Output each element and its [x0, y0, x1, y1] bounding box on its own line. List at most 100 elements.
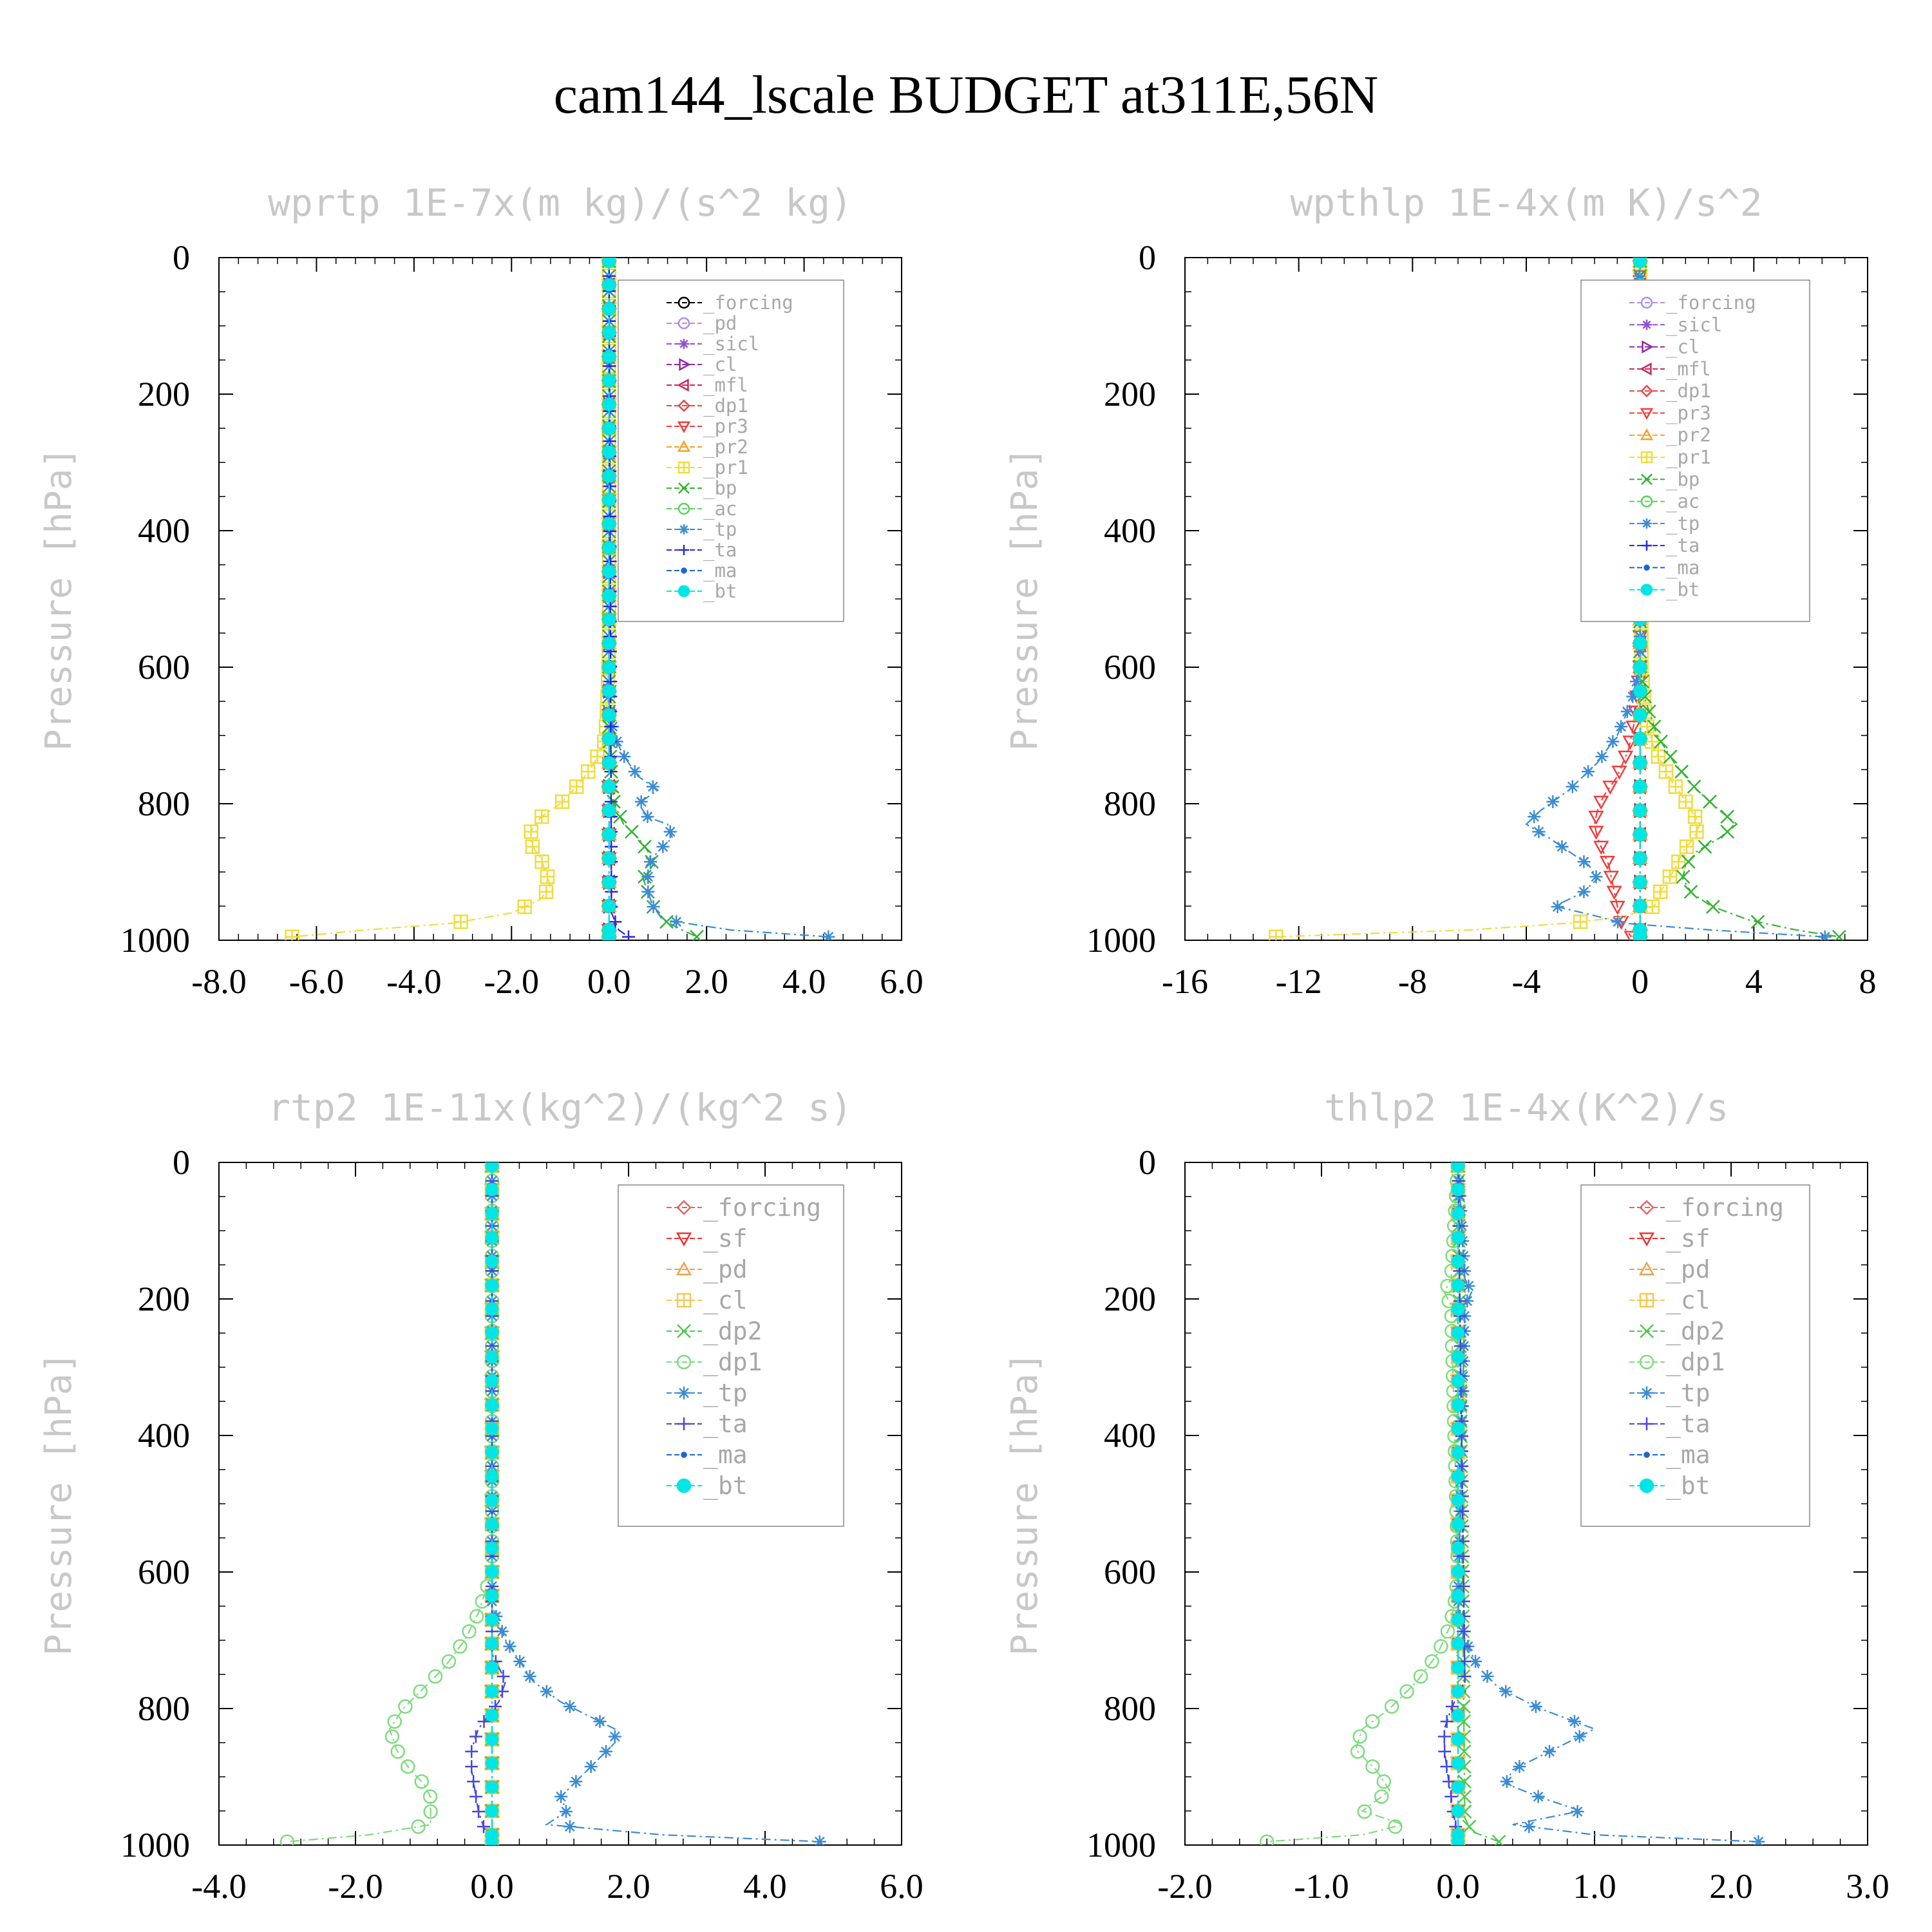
data-point: [634, 795, 648, 808]
data-point: [485, 1302, 499, 1316]
series-bt: [485, 1162, 499, 1845]
data-point: [1456, 1504, 1470, 1518]
x-tick-label: -16: [1162, 962, 1208, 1001]
legend-marker: [1640, 1324, 1654, 1338]
data-point: [428, 1669, 443, 1684]
data-point: [602, 780, 616, 793]
data-point: [485, 1637, 499, 1651]
data-point: [1451, 1709, 1465, 1722]
data-point: [1593, 840, 1609, 855]
data-point: [503, 1640, 516, 1653]
data-point: [1626, 690, 1640, 703]
data-point: [1451, 1637, 1465, 1651]
data-point: [563, 1820, 576, 1833]
data-point: [602, 541, 616, 554]
legend-marker: [1639, 1478, 1654, 1493]
y-tick-label: 1000: [120, 921, 190, 960]
legend-label: _ma: [1666, 1441, 1710, 1470]
data-point: [602, 732, 616, 746]
data-point: [469, 1609, 484, 1624]
legend-marker: [677, 502, 690, 515]
data-point: [401, 1759, 415, 1774]
y-axis-label: Pressure [hPa]: [1004, 447, 1046, 751]
data-point: [641, 885, 655, 898]
data-point: [1513, 1760, 1526, 1774]
data-point: [602, 756, 616, 770]
legend-marker: [1642, 319, 1652, 330]
legend-item-ma: _ma: [1629, 556, 1700, 579]
data-point: [1752, 1835, 1765, 1845]
data-point: [1451, 1541, 1465, 1555]
legend-item-bp: _bp: [1629, 468, 1700, 491]
data-point: [1603, 871, 1619, 885]
legend-marker: [1640, 428, 1654, 440]
legend-marker: [679, 524, 689, 535]
data-point: [1461, 1294, 1474, 1308]
legend-item-sf: _sf: [1629, 1224, 1710, 1253]
data-point: [1658, 764, 1674, 779]
data-point: [604, 720, 618, 734]
data-point: [387, 1714, 402, 1729]
x-tick-label: -1.0: [1294, 1867, 1349, 1906]
data-point: [1451, 1446, 1465, 1459]
data-point: [646, 780, 659, 793]
y-tick-label: 0: [173, 238, 190, 277]
y-tick-label: 800: [1104, 784, 1156, 823]
data-point: [1645, 899, 1660, 914]
legend-box: [618, 279, 844, 622]
series-group: [1259, 1162, 1765, 1845]
legend-marker: [1643, 1452, 1650, 1458]
legend-marker: [679, 545, 689, 555]
data-point: [1451, 1278, 1465, 1293]
data-point: [1668, 779, 1683, 794]
data-point: [485, 1804, 499, 1818]
y-axis-label: Pressure [hPa]: [38, 1352, 80, 1656]
data-point: [1543, 1745, 1557, 1758]
data-point: [1388, 1819, 1403, 1834]
data-point: [485, 1162, 499, 1173]
data-point: [1609, 900, 1625, 915]
legend-label: _mfl: [1666, 358, 1711, 381]
x-tick-label: 0.0: [1436, 1867, 1480, 1906]
legend-item-pd: _pd: [667, 312, 737, 335]
y-tick-label: 600: [1104, 648, 1156, 687]
data-point: [1633, 636, 1647, 650]
data-point: [602, 278, 616, 292]
data-point: [285, 929, 299, 940]
legend-item-forcing: _forcing: [667, 1193, 821, 1222]
series-pr1: [285, 258, 616, 940]
data-point: [602, 899, 616, 913]
panel-title: wprtp 1E-7x(m kg)/(s^2 kg): [268, 181, 853, 225]
data-point: [1671, 854, 1686, 869]
data-point: [1365, 1759, 1380, 1774]
y-tick-label: 800: [138, 1689, 190, 1728]
legend-item-dp1: _dp1: [667, 1348, 762, 1377]
data-point: [1633, 645, 1647, 658]
data-point: [584, 1760, 598, 1774]
data-point: [495, 1625, 509, 1638]
legend-marker: [1640, 1417, 1653, 1430]
data-point: [602, 302, 616, 316]
data-point: [1606, 735, 1620, 748]
legend-item-sf: _sf: [667, 1224, 748, 1253]
legend-item-forcing: _forcing: [1629, 1193, 1784, 1222]
data-point: [1687, 779, 1701, 794]
data-point: [1577, 885, 1591, 898]
data-point: [1633, 780, 1647, 793]
data-point: [1555, 840, 1569, 853]
data-point: [1588, 826, 1604, 840]
legend-item-ma: _ma: [1629, 1441, 1710, 1470]
legend-marker: [1640, 1387, 1653, 1399]
legend-marker: [1642, 518, 1652, 529]
data-point: [569, 1775, 583, 1788]
data-point: [422, 1789, 438, 1804]
legend-label: _ta: [703, 539, 737, 562]
data-point: [1582, 765, 1595, 779]
legend-marker: [1639, 1200, 1654, 1215]
data-point: [602, 589, 616, 602]
data-point: [1451, 1685, 1465, 1698]
legend-item-pr2: _pr2: [1629, 424, 1711, 447]
legend-label: _sicl: [1666, 314, 1722, 336]
legend-label: _ac: [1666, 491, 1700, 513]
data-point: [1611, 915, 1625, 929]
